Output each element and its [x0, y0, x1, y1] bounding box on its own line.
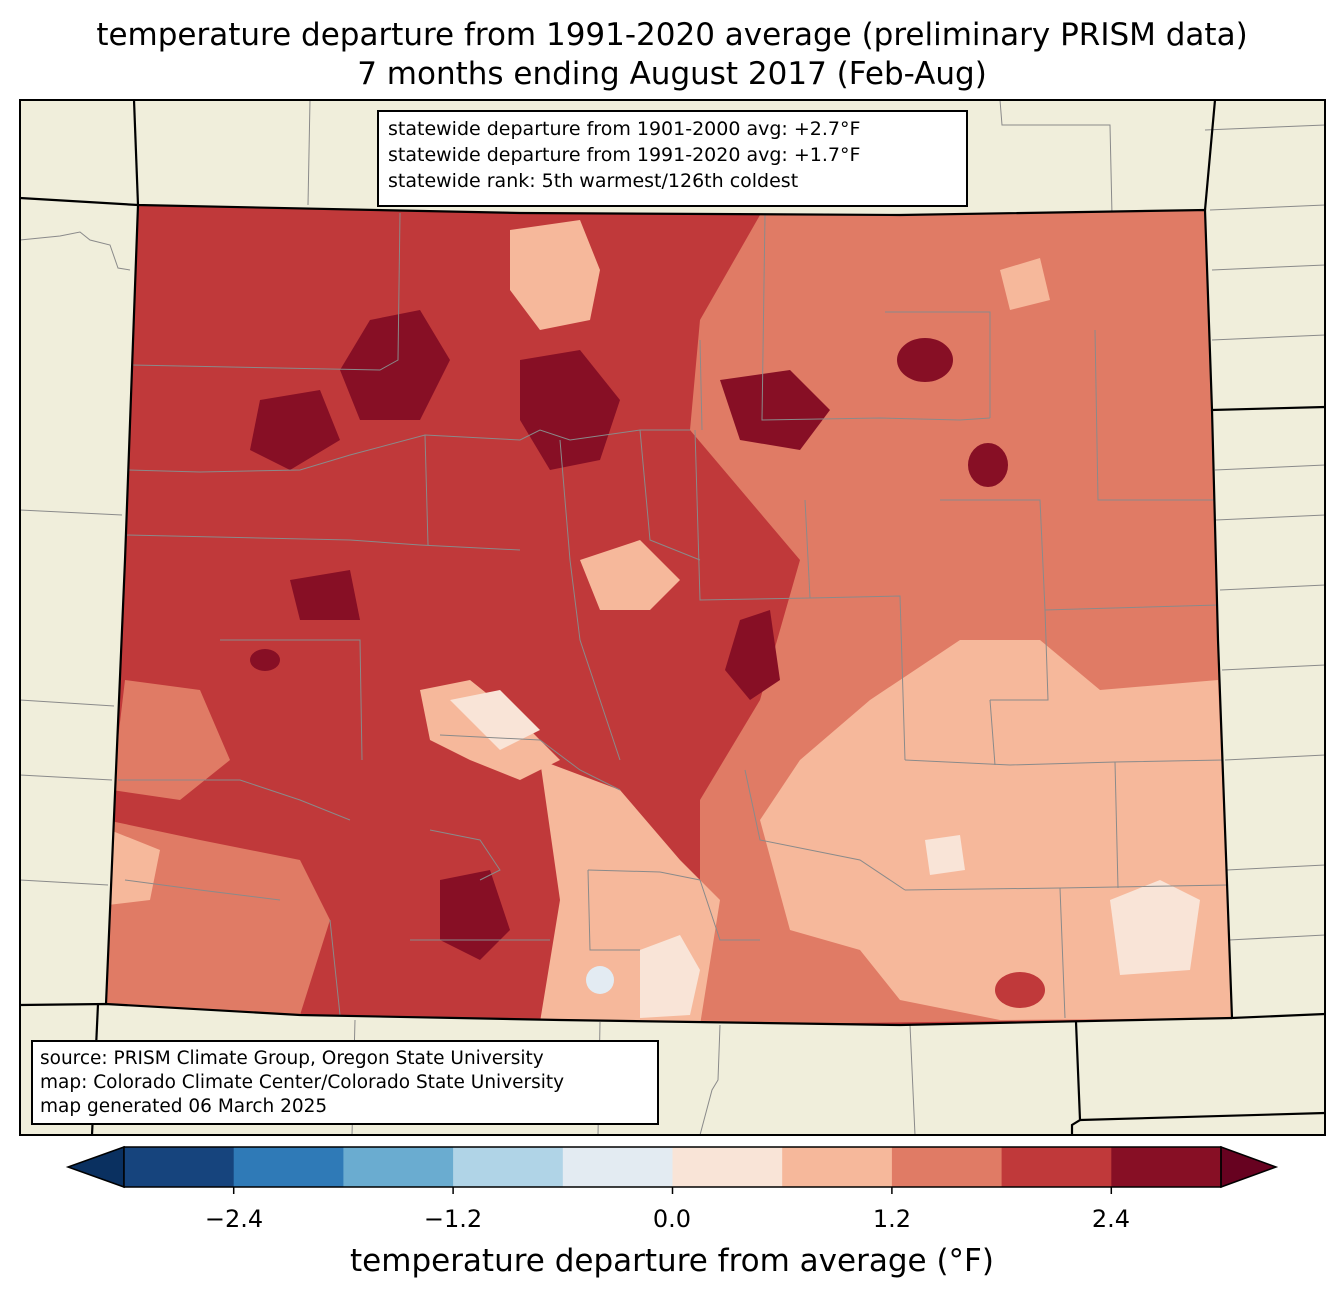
contour-1.8-2.4-southeast: [995, 972, 1045, 1008]
contour-0.6-1.2-north-park: [510, 220, 600, 330]
contour-0-0.6-central: [450, 690, 540, 750]
contour-2.4-3.0-east-spot: [897, 338, 953, 382]
colorbar-tick-label: −1.2: [423, 1205, 483, 1233]
colorbar-tick-label: 2.4: [1091, 1205, 1131, 1233]
colorbar-bin: [233, 1147, 344, 1187]
contour-0-0.6-southeast: [1110, 880, 1200, 975]
colorbar-bin: [124, 1147, 235, 1187]
statewide-stats-box: statewide departure from 1901-2000 avg: …: [377, 110, 968, 207]
contour-2.4-3.0-central-north: [520, 350, 620, 470]
contour-2.4-3.0-west-central: [290, 570, 360, 620]
source-box: source: PRISM Climate Group, Oregon Stat…: [31, 1040, 659, 1125]
contour-1.2-1.8-southwest: [106, 820, 330, 1015]
contour-0-0.6-san-luis: [640, 935, 700, 1018]
contour-0-0.6-baca: [925, 835, 965, 875]
colorado-county-lines: [118, 212, 1229, 1019]
contour-2.4-3.0-northwest: [340, 310, 450, 420]
map-credit-line: map: Colorado Climate Center/Colorado St…: [40, 1072, 565, 1093]
contour-0.6-1.2-front: [580, 540, 680, 610]
colorbar-under-arrow: [65, 1145, 125, 1189]
stats-departure-1901-2000: statewide departure from 1901-2000 avg: …: [388, 118, 861, 140]
contour-2.4-3.0-west: [250, 390, 340, 470]
stats-departure-1991-2020: statewide departure from 1991-2020 avg: …: [388, 144, 861, 166]
colorbar: [65, 1145, 1279, 1194]
contour-2.4-3.0-san-juan: [440, 870, 510, 960]
contour-cool-spot: [586, 966, 614, 994]
colorbar-bin: [562, 1147, 673, 1187]
contour-2.4-3.0-spot: [250, 649, 280, 671]
contour-1.2-1.8-west: [112, 680, 230, 800]
contour-0.6-1.2-far-southwest: [108, 830, 160, 905]
source-line: source: PRISM Climate Group, Oregon Stat…: [40, 1048, 544, 1069]
map-subtitle: 7 months ending August 2017 (Feb-Aug): [357, 56, 987, 92]
colorbar-bin: [1001, 1147, 1112, 1187]
stats-rank: statewide rank: 5th warmest/126th coldes…: [388, 170, 799, 192]
colorbar-bin: [782, 1147, 893, 1187]
colorbar-bin: [672, 1147, 783, 1187]
colorbar-label: temperature departure from average (°F): [350, 1243, 994, 1279]
contour-2.4-3.0-pikes: [725, 610, 780, 700]
colorbar-bin: [891, 1147, 1003, 1187]
contour-0.6-1.2-northeast: [1000, 258, 1050, 310]
colorbar-bin: [1111, 1147, 1222, 1187]
colorbar-bin: [453, 1147, 564, 1187]
colorbar-tick-label: 0.0: [652, 1205, 692, 1233]
map-title: temperature departure from 1991-2020 ave…: [96, 17, 1248, 53]
colorbar-bin: [343, 1147, 454, 1187]
colorbar-over-arrow: [1220, 1145, 1279, 1189]
generated-date-line: map generated 06 March 2025: [40, 1096, 328, 1117]
map-frame: [19, 99, 1326, 1136]
colorbar-tick-label: −2.4: [204, 1205, 264, 1233]
state-boundaries: [20, 100, 1325, 1135]
contour-2.4-3.0-front-range: [720, 370, 830, 450]
contour-2.4-3.0-east-spot2: [968, 443, 1008, 487]
colorbar-tick-label: 1.2: [872, 1205, 912, 1233]
